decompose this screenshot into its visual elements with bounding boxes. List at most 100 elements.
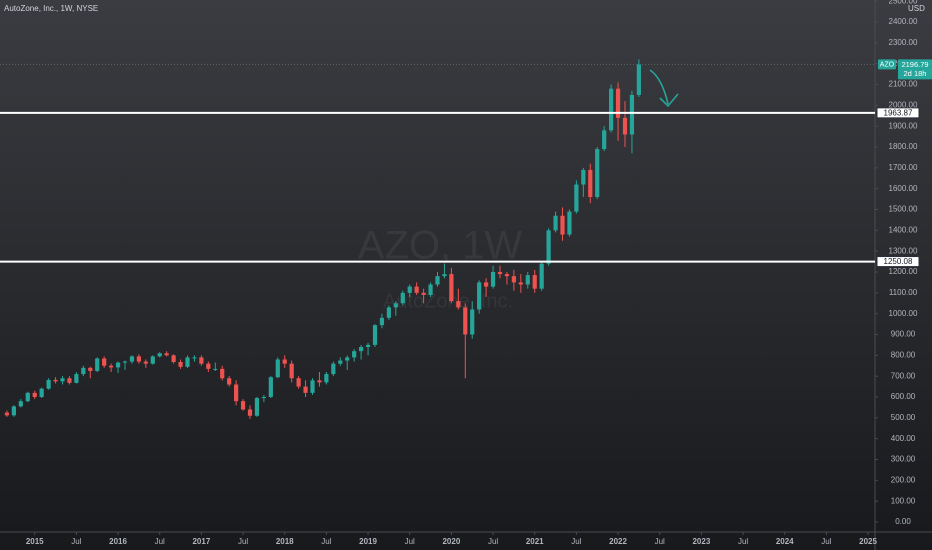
chart-title: AutoZone, Inc., 1W, NYSE — [4, 4, 98, 13]
candle-body — [60, 378, 65, 382]
x-tick-label: Jul — [405, 537, 415, 546]
candle-body — [275, 359, 280, 378]
candle-body — [53, 379, 58, 382]
candle-body — [157, 353, 162, 357]
candle-body — [338, 360, 343, 364]
level-label: 1963.87 — [884, 108, 913, 117]
candle-body — [352, 351, 357, 358]
level-label-box — [876, 107, 920, 119]
candle-body — [470, 309, 475, 335]
candle-body — [393, 303, 398, 308]
candle-body — [46, 379, 51, 389]
candle-body — [206, 363, 211, 369]
x-tick-label: Jul — [155, 537, 165, 546]
candle-body — [324, 374, 329, 383]
y-tick-label: 1500.00 — [889, 205, 918, 214]
candle-body — [609, 88, 614, 131]
y-tick-label: 200.00 — [891, 475, 916, 484]
candle-body — [122, 361, 128, 363]
candle-body — [268, 377, 273, 397]
y-tick-label: 100.00 — [891, 496, 916, 505]
y-tick-label: 1000.00 — [889, 309, 918, 318]
y-tick-label: 300.00 — [891, 455, 916, 464]
x-tick-label: Jul — [655, 537, 665, 546]
candle-body — [636, 64, 641, 95]
candle-body — [171, 355, 176, 362]
candle-body — [261, 397, 266, 399]
last-price-box — [898, 59, 932, 80]
y-tick-label: 2100.00 — [889, 80, 918, 89]
candle-body — [143, 361, 148, 364]
y-tick-label: 1400.00 — [889, 225, 918, 234]
level-label: 1250.08 — [884, 257, 913, 266]
candle-body — [581, 169, 586, 185]
x-tick-label: 2023 — [692, 537, 710, 546]
candle-body — [567, 211, 572, 235]
x-tick-label: Jul — [488, 537, 498, 546]
candle-body — [615, 88, 621, 118]
candle-body — [199, 357, 204, 364]
x-tick-label: 2020 — [442, 537, 460, 546]
x-tick-label: Jul — [738, 537, 748, 546]
candle-body — [317, 380, 322, 383]
candle-body — [220, 368, 225, 379]
candle-body — [595, 149, 600, 197]
candle-body — [234, 384, 239, 402]
x-tick-label: Jul — [71, 537, 81, 546]
candle-body — [227, 378, 232, 385]
currency-label: USD — [908, 4, 925, 13]
candle-body — [386, 307, 391, 318]
x-tick-label: 2022 — [609, 537, 627, 546]
candle-body — [282, 359, 287, 364]
candle-body — [129, 356, 135, 362]
candle-body — [414, 286, 419, 293]
candle-body — [213, 368, 218, 370]
candle-body — [456, 301, 461, 308]
candle-body — [511, 276, 516, 283]
candle-body — [379, 317, 385, 326]
candle-body — [88, 367, 93, 371]
candle-body — [95, 358, 100, 371]
candle-body — [602, 130, 607, 150]
y-tick-label: 2300.00 — [889, 38, 918, 47]
candle-body — [345, 357, 350, 361]
candle-body — [25, 392, 30, 402]
y-tick-label: 900.00 — [891, 330, 916, 339]
candle-body — [32, 392, 37, 397]
candle-body — [463, 307, 468, 335]
watermark: AZO, 1W — [358, 224, 523, 268]
candle-body — [428, 284, 433, 295]
x-tick-label: Jul — [821, 537, 831, 546]
candle-body — [4, 412, 10, 416]
x-tick-label: Jul — [238, 537, 248, 546]
candle-body — [115, 362, 121, 368]
x-tick-label: Jul — [321, 537, 331, 546]
candle-body — [442, 274, 447, 277]
candle-body — [629, 94, 635, 135]
candle-body — [435, 276, 440, 285]
y-tick-label: 1200.00 — [889, 267, 918, 276]
x-tick-label: 2021 — [526, 537, 544, 546]
y-tick-label: 1800.00 — [889, 142, 918, 151]
candle-body — [164, 353, 169, 356]
candle-body — [539, 263, 544, 289]
candle-body — [102, 358, 107, 366]
x-tick-label: 2017 — [192, 537, 210, 546]
candle-body — [574, 184, 579, 212]
y-tick-label: 700.00 — [891, 371, 916, 380]
countdown-label: 2d 18h — [904, 69, 927, 78]
candle-body — [421, 292, 426, 295]
candle-body — [39, 388, 44, 397]
candle-body — [185, 357, 190, 367]
y-tick-label: 1300.00 — [889, 246, 918, 255]
candle-body — [484, 282, 489, 287]
candle-body — [546, 230, 551, 264]
y-tick-label: 1100.00 — [889, 288, 918, 297]
candle-body — [449, 274, 454, 302]
candle-body — [588, 169, 593, 197]
symbol-label: AZO — [880, 62, 895, 69]
candle-body — [247, 409, 253, 416]
candle-body — [525, 275, 530, 285]
candle-body — [81, 367, 86, 375]
